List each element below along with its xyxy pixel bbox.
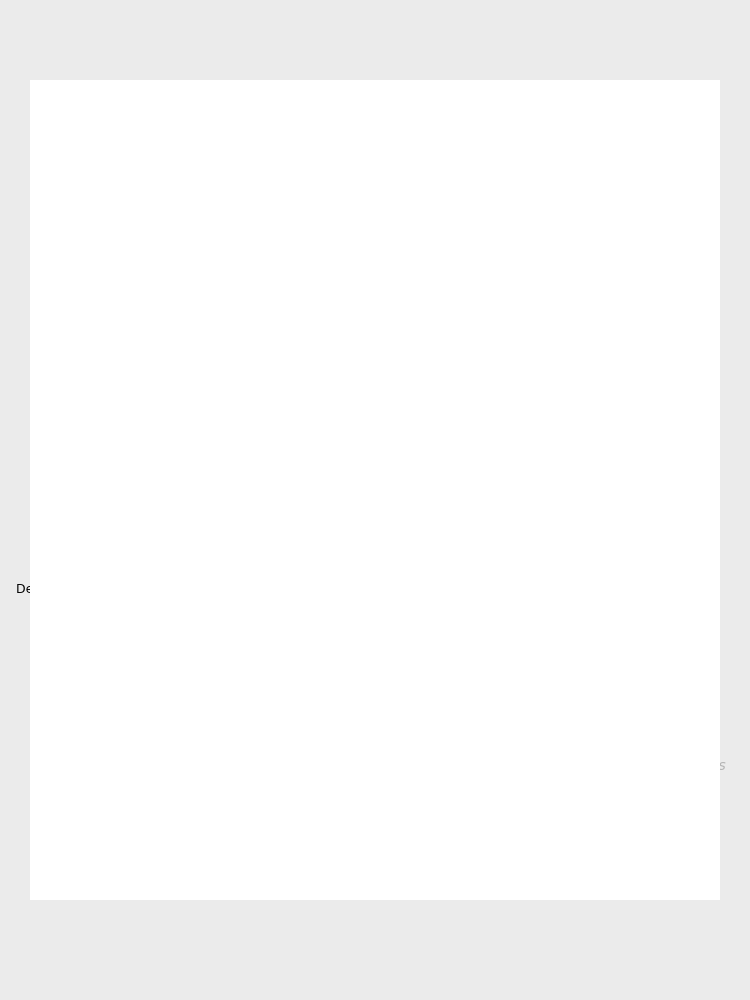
- Ellipse shape: [474, 500, 502, 537]
- Text: Procerus: Procerus: [170, 352, 224, 365]
- Ellipse shape: [291, 322, 530, 631]
- Text: StocktrekImages: StocktrekImages: [610, 759, 727, 773]
- Text: Platysma: Platysma: [494, 605, 550, 618]
- Text: Zygomaticus minor: Zygomaticus minor: [91, 488, 212, 501]
- Ellipse shape: [448, 498, 497, 546]
- Text: Levator labii
suprioris alaeque nasi: Levator labii suprioris alaeque nasi: [460, 339, 598, 367]
- Ellipse shape: [428, 471, 481, 502]
- Text: Mentalis: Mentalis: [164, 603, 217, 616]
- Ellipse shape: [436, 485, 492, 519]
- Ellipse shape: [329, 485, 386, 519]
- Text: Orbicularis oculi: Orbicularis oculi: [119, 401, 220, 414]
- Ellipse shape: [350, 421, 395, 448]
- Text: Zygomaticus major: Zygomaticus major: [88, 506, 209, 519]
- Ellipse shape: [484, 494, 530, 564]
- Text: Depressor anguli oris: Depressor anguli oris: [56, 563, 188, 576]
- Text: Buccinator: Buccinator: [460, 552, 527, 565]
- Ellipse shape: [273, 364, 316, 468]
- Text: Levator labii
suprioris: Levator labii suprioris: [460, 431, 537, 459]
- Text: Risorius: Risorius: [172, 523, 222, 536]
- Text: Masseter: Masseter: [460, 512, 517, 525]
- Ellipse shape: [358, 618, 463, 699]
- Ellipse shape: [369, 476, 396, 524]
- Text: Zygomaticus
minor and major
(cut): Zygomaticus minor and major (cut): [460, 453, 564, 496]
- Ellipse shape: [381, 516, 400, 547]
- Ellipse shape: [292, 494, 338, 564]
- Ellipse shape: [388, 552, 433, 569]
- Ellipse shape: [340, 471, 394, 502]
- Ellipse shape: [380, 557, 442, 581]
- Ellipse shape: [351, 425, 394, 438]
- Text: Levator Labii
superioris: Levator Labii superioris: [120, 450, 201, 478]
- Ellipse shape: [380, 525, 442, 560]
- Text: Depressor labii inferioris: Depressor labii inferioris: [16, 583, 169, 596]
- Text: Orbicularis oculi
(palpebral portion): Orbicularis oculi (palpebral portion): [80, 420, 196, 448]
- Ellipse shape: [394, 505, 404, 512]
- Ellipse shape: [392, 568, 430, 594]
- Ellipse shape: [427, 425, 470, 438]
- Text: Temporalis: Temporalis: [460, 392, 527, 405]
- Text: Levator anguli oris: Levator anguli oris: [87, 541, 203, 554]
- Text: Corrugator supercilii: Corrugator supercilii: [460, 375, 587, 388]
- Ellipse shape: [337, 413, 408, 459]
- Ellipse shape: [303, 291, 518, 386]
- Ellipse shape: [398, 493, 424, 511]
- Ellipse shape: [397, 449, 424, 497]
- Text: Occipitofrontalis
(frontal portion): Occipitofrontalis (frontal portion): [111, 370, 214, 398]
- Ellipse shape: [505, 364, 548, 468]
- Ellipse shape: [397, 384, 424, 405]
- Text: Orbicularis oris: Orbicularis oris: [460, 573, 554, 586]
- Ellipse shape: [418, 505, 427, 512]
- Text: Nasalis: Nasalis: [460, 416, 505, 429]
- Ellipse shape: [414, 413, 485, 459]
- Ellipse shape: [426, 421, 472, 448]
- Text: Levator anguli oris
(cut): Levator anguli oris (cut): [460, 522, 576, 550]
